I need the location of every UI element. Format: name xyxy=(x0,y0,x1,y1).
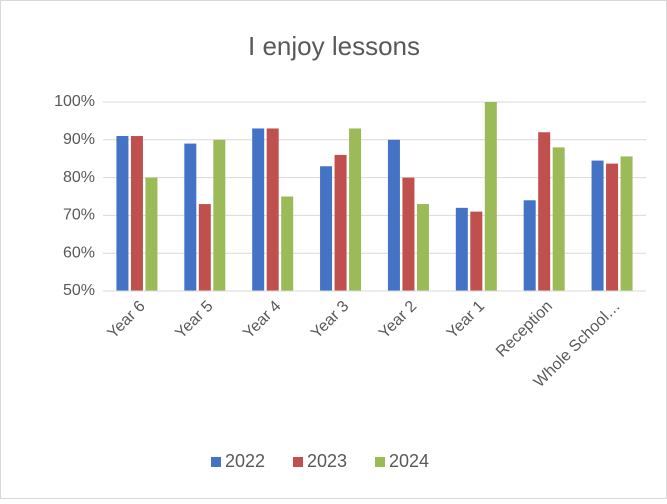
y-tick-label: 60% xyxy=(63,244,95,261)
legend-label: 2022 xyxy=(225,451,265,471)
bar xyxy=(620,156,633,291)
bar xyxy=(552,147,565,291)
bar xyxy=(484,102,497,291)
bar xyxy=(538,132,551,291)
bar xyxy=(266,128,279,291)
legend-label: 2023 xyxy=(307,451,347,471)
y-tick-label: 50% xyxy=(63,282,95,299)
bar xyxy=(416,204,429,291)
bar xyxy=(606,163,619,291)
bar xyxy=(145,177,158,291)
bar xyxy=(281,196,294,291)
legend-swatch xyxy=(375,457,385,467)
bar xyxy=(320,166,333,291)
bar xyxy=(591,160,604,291)
legend-label: 2024 xyxy=(389,451,429,471)
bar xyxy=(523,200,536,291)
bar xyxy=(455,207,468,291)
bar xyxy=(130,136,143,291)
bar xyxy=(252,128,265,291)
y-tick-label: 100% xyxy=(54,93,95,110)
chart-title: I enjoy lessons xyxy=(248,31,420,61)
y-tick-label: 70% xyxy=(63,207,95,224)
bar xyxy=(184,143,197,291)
bar xyxy=(470,211,483,291)
bar xyxy=(349,128,362,291)
bar xyxy=(387,139,400,291)
legend-swatch xyxy=(293,457,303,467)
bar xyxy=(198,204,211,291)
legend-swatch xyxy=(211,457,221,467)
bar xyxy=(213,139,226,291)
y-tick-label: 80% xyxy=(63,169,95,186)
bar xyxy=(116,136,129,291)
bar xyxy=(334,154,347,291)
y-tick-label: 90% xyxy=(63,131,95,148)
bar xyxy=(402,177,415,291)
